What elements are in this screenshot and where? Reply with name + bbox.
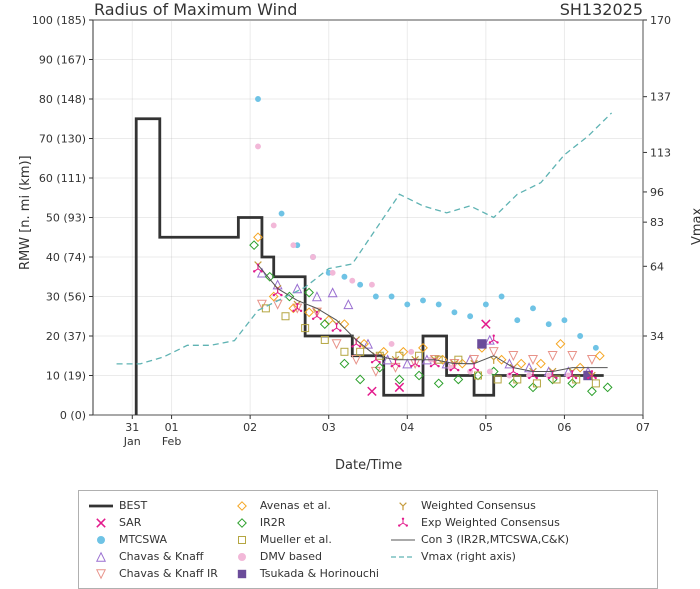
legend-label: Tsukada & Horinouchi bbox=[260, 567, 379, 580]
x-axis-label: Date/Time bbox=[335, 458, 402, 473]
legend-item: Chavas & Knaff bbox=[87, 548, 218, 565]
legend-label: IR2R bbox=[260, 516, 286, 529]
legend-item: Con 3 (IR2R,MTCSWA,C&K) bbox=[389, 531, 569, 548]
legend-item: DMV based bbox=[228, 548, 379, 565]
svg-text:50 (93): 50 (93) bbox=[46, 212, 86, 225]
svg-text:80 (148): 80 (148) bbox=[39, 93, 86, 106]
legend-item: Tsukada & Horinouchi bbox=[228, 565, 379, 582]
legend-label: Mueller et al. bbox=[260, 533, 332, 546]
legend-label: Exp Weighted Consensus bbox=[421, 516, 560, 529]
legend: BEST SAR MTCSWA Chavas & Knaff Chavas & Knaf… bbox=[78, 490, 658, 589]
svg-text:04: 04 bbox=[400, 421, 414, 434]
svg-text:05: 05 bbox=[479, 421, 493, 434]
svg-text:70 (130): 70 (130) bbox=[39, 133, 86, 146]
legend-label: Con 3 (IR2R,MTCSWA,C&K) bbox=[421, 533, 569, 546]
svg-text:20 (37): 20 (37) bbox=[46, 330, 86, 343]
svg-text:10 (19): 10 (19) bbox=[46, 370, 86, 383]
legend-item: BEST bbox=[87, 497, 218, 514]
svg-text:06: 06 bbox=[557, 421, 571, 434]
legend-item: SAR bbox=[87, 514, 218, 531]
svg-text:03: 03 bbox=[322, 421, 336, 434]
legend-label: Vmax (right axis) bbox=[421, 550, 516, 563]
svg-text:64: 64 bbox=[650, 260, 664, 273]
svg-text:40 (74): 40 (74) bbox=[46, 251, 86, 264]
svg-text:60 (111): 60 (111) bbox=[39, 172, 86, 185]
svg-text:113: 113 bbox=[650, 146, 671, 159]
legend-item: Weighted Consensus bbox=[389, 497, 569, 514]
legend-item: Avenas et al. bbox=[228, 497, 379, 514]
legend-item: MTCSWA bbox=[87, 531, 218, 548]
legend-label: Chavas & Knaff IR bbox=[119, 567, 218, 580]
svg-text:07: 07 bbox=[636, 421, 650, 434]
svg-text:30 (56): 30 (56) bbox=[46, 291, 86, 304]
svg-text:01: 01 bbox=[165, 421, 179, 434]
chart-plot: 0 (0) 10 (19) 20 (37) 30 (56) 40 (74) 50 (93)… bbox=[0, 0, 700, 480]
svg-text:90 (167): 90 (167) bbox=[39, 54, 86, 67]
svg-text:Feb: Feb bbox=[162, 435, 181, 448]
legend-label: BEST bbox=[119, 499, 147, 512]
legend-label: Weighted Consensus bbox=[421, 499, 536, 512]
y-axis-left-label: RMW [n. mi (km)] bbox=[18, 155, 33, 270]
legend-label: SAR bbox=[119, 516, 141, 529]
svg-text:170: 170 bbox=[650, 14, 671, 27]
svg-text:02: 02 bbox=[243, 421, 257, 434]
svg-text:31: 31 bbox=[125, 421, 139, 434]
legend-item: Mueller et al. bbox=[228, 531, 379, 548]
svg-text:96: 96 bbox=[650, 186, 664, 199]
legend-label: Chavas & Knaff bbox=[119, 550, 203, 563]
legend-item: Vmax (right axis) bbox=[389, 548, 569, 565]
legend-item: IR2R bbox=[228, 514, 379, 531]
svg-text:100 (185): 100 (185) bbox=[32, 14, 86, 27]
svg-text:Jan: Jan bbox=[123, 435, 141, 448]
legend-item: Chavas & Knaff IR bbox=[87, 565, 218, 582]
svg-text:83: 83 bbox=[650, 216, 664, 229]
legend-label: MTCSWA bbox=[119, 533, 167, 546]
legend-label: Avenas et al. bbox=[260, 499, 331, 512]
svg-text:34: 34 bbox=[650, 330, 664, 343]
legend-label: DMV based bbox=[260, 550, 322, 563]
svg-text:137: 137 bbox=[650, 91, 671, 104]
svg-text:0 (0): 0 (0) bbox=[60, 409, 86, 422]
legend-item: Exp Weighted Consensus bbox=[389, 514, 569, 531]
y-axis-right-label: Vmax [kt] bbox=[690, 208, 700, 245]
